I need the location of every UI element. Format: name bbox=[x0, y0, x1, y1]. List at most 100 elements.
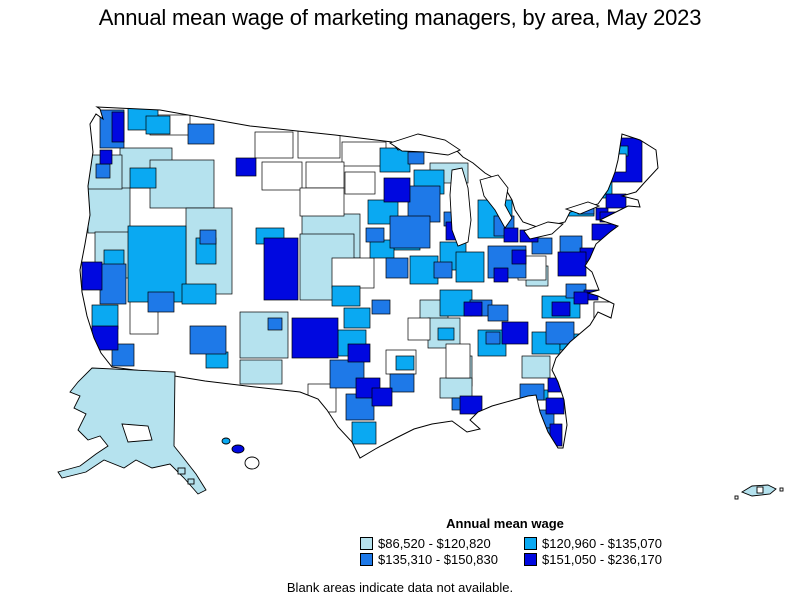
puerto-rico-inset bbox=[734, 484, 784, 500]
metro-area-patch bbox=[545, 321, 575, 345]
metro-area-patch bbox=[573, 291, 589, 305]
metro-area-patch bbox=[545, 397, 565, 415]
metro-area-patch bbox=[149, 159, 215, 209]
metro-area-patch bbox=[549, 423, 563, 447]
metro-area-patch bbox=[99, 149, 113, 165]
metro-area-patch bbox=[383, 177, 411, 203]
lake-ontario-shape bbox=[564, 201, 601, 215]
metro-area-patch bbox=[501, 321, 529, 345]
metro-area-patch bbox=[445, 343, 471, 379]
legend-swatch-class4 bbox=[524, 553, 537, 566]
metro-area-patch bbox=[329, 359, 365, 389]
metro-area-patch bbox=[331, 257, 375, 289]
legend-item: $120,960 - $135,070 bbox=[524, 537, 690, 550]
metro-area-patch bbox=[87, 184, 131, 234]
great-lakes bbox=[388, 133, 601, 247]
alaska-inset bbox=[57, 367, 207, 495]
metro-area-patch bbox=[593, 301, 615, 319]
metro-area-patch bbox=[145, 115, 171, 135]
metro-area-patch bbox=[439, 377, 473, 399]
legend-label: $120,960 - $135,070 bbox=[542, 536, 662, 551]
metro-area-patch bbox=[267, 317, 283, 331]
metro-area-patch bbox=[437, 327, 455, 341]
legend-swatch-class2 bbox=[524, 537, 537, 550]
metro-area-patch bbox=[463, 301, 483, 317]
metro-area-patch bbox=[254, 131, 294, 159]
metro-area-patch bbox=[559, 235, 583, 255]
legend-swatch-class3 bbox=[360, 553, 373, 566]
metro-area-patch bbox=[189, 325, 227, 355]
puerto-rico-islet bbox=[779, 487, 784, 492]
metro-area-patch bbox=[331, 285, 361, 307]
metro-area-patch bbox=[389, 373, 415, 393]
metro-area-patch bbox=[493, 267, 509, 283]
lake-huron-shape bbox=[479, 174, 513, 229]
metro-area-patch bbox=[609, 153, 627, 173]
metro-area-patch bbox=[199, 229, 217, 245]
metro-area-patch bbox=[297, 129, 341, 159]
hawaii-kauai bbox=[221, 437, 231, 445]
metro-area-patch bbox=[344, 171, 376, 195]
puerto-rico-blank-area bbox=[756, 486, 764, 494]
metro-area-patch bbox=[181, 283, 217, 305]
metro-area-patch bbox=[371, 299, 391, 315]
legend-label: $135,310 - $150,830 bbox=[378, 552, 498, 567]
metro-area-patch bbox=[291, 317, 339, 359]
metro-area-patch bbox=[547, 377, 565, 393]
legend: Annual mean wage $86,520 - $120,820 $120… bbox=[340, 516, 670, 566]
lake-erie-shape bbox=[523, 221, 565, 240]
metro-area-patch bbox=[239, 359, 283, 385]
metro-area-patch bbox=[305, 161, 345, 189]
metro-area-patch bbox=[341, 141, 387, 167]
metro-area-patch bbox=[205, 351, 229, 369]
us-outline bbox=[79, 106, 659, 459]
metro-area-patch bbox=[557, 251, 587, 277]
hawaii-inset bbox=[221, 437, 260, 470]
hawaii-big-island bbox=[244, 456, 260, 470]
metro-area-patch bbox=[129, 167, 157, 189]
legend-swatch-class1 bbox=[360, 537, 373, 550]
metro-area-patch bbox=[367, 199, 399, 225]
metro-area-patch bbox=[99, 263, 127, 305]
legend-item: $151,050 - $236,170 bbox=[524, 553, 690, 566]
metro-area-patch bbox=[127, 225, 187, 303]
alaska-blank-region bbox=[121, 423, 153, 443]
metro-area-patch bbox=[605, 193, 627, 209]
metro-area-patch bbox=[385, 257, 409, 279]
legend-item: $135,310 - $150,830 bbox=[360, 553, 524, 566]
metro-area-patch bbox=[585, 177, 601, 199]
metro-area-patch bbox=[371, 387, 393, 407]
metro-area-patch bbox=[503, 227, 519, 243]
metro-area-patch bbox=[147, 291, 175, 313]
alaska-island bbox=[187, 478, 195, 485]
metro-area-patch bbox=[459, 395, 483, 415]
metro-area-patch bbox=[395, 355, 415, 371]
metro-area-patch bbox=[95, 163, 111, 179]
metro-area-patch bbox=[389, 215, 431, 249]
map-title: Annual mean wage of marketing managers, … bbox=[98, 5, 702, 30]
metro-area-patch bbox=[235, 157, 257, 177]
alaska-island bbox=[177, 467, 186, 475]
metro-area-patch bbox=[551, 301, 571, 317]
metro-area-patch bbox=[111, 111, 125, 143]
metro-area-patch bbox=[187, 123, 215, 145]
footnote: Blank areas indicate data not available. bbox=[286, 580, 514, 595]
metro-area-patch bbox=[351, 421, 377, 445]
lake-superior-shape bbox=[388, 133, 461, 156]
metro-area-patch bbox=[103, 249, 125, 267]
metro-area-patch bbox=[407, 151, 425, 165]
lake-michigan-shape bbox=[449, 167, 472, 247]
metro-area-patch bbox=[91, 304, 119, 330]
metro-area-patch bbox=[91, 325, 119, 351]
metro-area-patch bbox=[365, 227, 385, 243]
legend-title: Annual mean wage bbox=[446, 516, 564, 531]
legend-grid: $86,520 - $120,820 $120,960 - $135,070 $… bbox=[340, 537, 670, 566]
metro-area-patch bbox=[379, 147, 411, 173]
legend-label: $86,520 - $120,820 bbox=[378, 536, 491, 551]
metro-area-patch bbox=[485, 331, 501, 345]
metro-area-patch bbox=[347, 343, 371, 363]
metro-area-patch bbox=[299, 187, 345, 217]
legend-label: $151,050 - $236,170 bbox=[542, 552, 662, 567]
